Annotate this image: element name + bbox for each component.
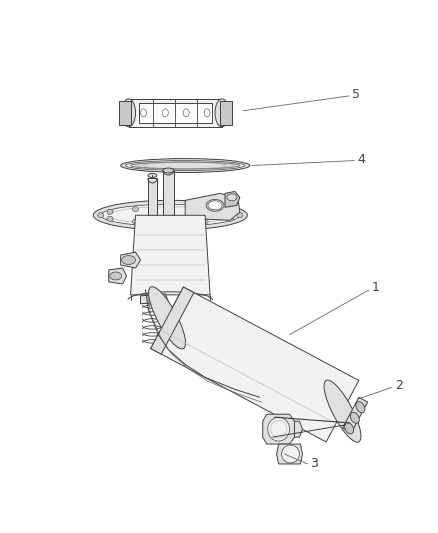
Ellipse shape (345, 423, 353, 434)
Ellipse shape (141, 109, 146, 117)
Ellipse shape (228, 216, 233, 221)
Text: 4: 4 (357, 153, 365, 166)
Ellipse shape (208, 201, 222, 210)
Ellipse shape (237, 213, 243, 218)
Ellipse shape (282, 445, 300, 463)
Polygon shape (225, 191, 240, 207)
Polygon shape (109, 268, 127, 284)
Ellipse shape (350, 412, 359, 423)
Polygon shape (185, 193, 240, 220)
Ellipse shape (204, 109, 210, 117)
Ellipse shape (356, 401, 365, 413)
Ellipse shape (228, 209, 233, 214)
Polygon shape (129, 123, 222, 127)
Ellipse shape (98, 213, 104, 218)
Ellipse shape (133, 219, 138, 224)
Polygon shape (148, 179, 157, 215)
Ellipse shape (101, 204, 240, 226)
Ellipse shape (148, 287, 185, 349)
Polygon shape (263, 414, 294, 444)
Ellipse shape (148, 173, 157, 177)
Polygon shape (129, 99, 222, 127)
Ellipse shape (215, 99, 229, 127)
Ellipse shape (206, 199, 224, 211)
Ellipse shape (122, 255, 135, 264)
Ellipse shape (131, 162, 240, 169)
Ellipse shape (202, 219, 208, 224)
Ellipse shape (126, 160, 245, 171)
Text: 1: 1 (372, 281, 380, 294)
Polygon shape (141, 294, 168, 304)
Ellipse shape (110, 272, 122, 280)
Ellipse shape (202, 207, 208, 212)
Ellipse shape (227, 194, 237, 201)
Text: 3: 3 (311, 457, 318, 471)
Polygon shape (163, 171, 174, 215)
Text: 5: 5 (352, 88, 360, 101)
Polygon shape (343, 398, 367, 433)
Text: 2: 2 (395, 379, 403, 392)
Ellipse shape (107, 209, 113, 214)
Ellipse shape (324, 380, 361, 442)
Polygon shape (120, 252, 141, 268)
Ellipse shape (268, 417, 290, 441)
Polygon shape (138, 103, 212, 123)
Ellipse shape (107, 216, 113, 221)
Ellipse shape (162, 109, 168, 117)
Ellipse shape (93, 200, 247, 230)
Ellipse shape (122, 99, 135, 127)
Ellipse shape (120, 158, 250, 173)
Polygon shape (151, 287, 359, 442)
Polygon shape (265, 421, 303, 437)
Polygon shape (151, 287, 194, 354)
Ellipse shape (163, 168, 174, 173)
Polygon shape (220, 101, 232, 125)
Polygon shape (131, 215, 210, 295)
Polygon shape (119, 101, 131, 125)
Ellipse shape (183, 109, 189, 117)
Polygon shape (277, 444, 303, 464)
Ellipse shape (133, 207, 138, 212)
Polygon shape (129, 99, 222, 103)
